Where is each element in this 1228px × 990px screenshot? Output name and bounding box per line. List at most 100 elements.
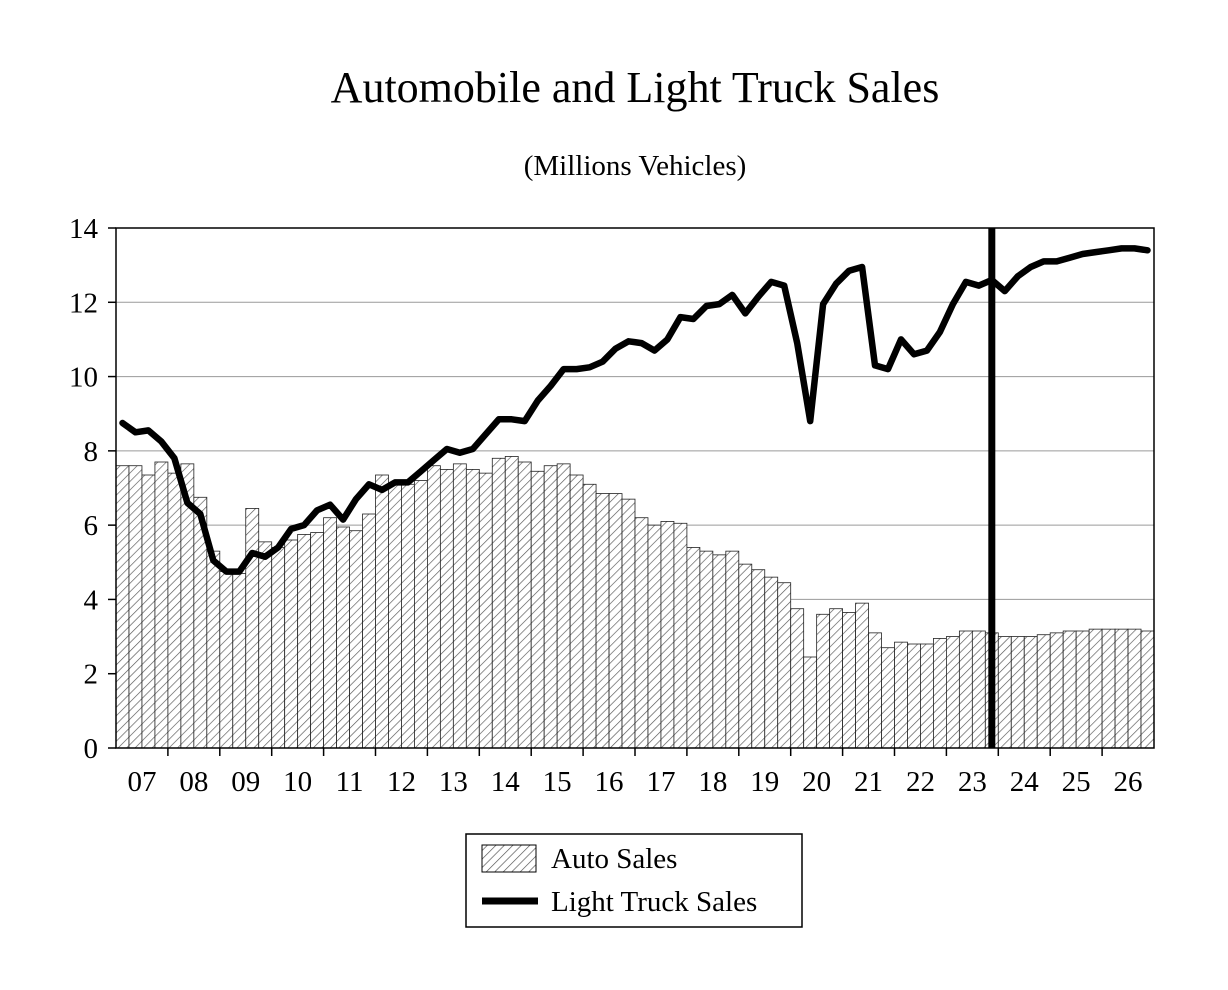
auto-sales-bar bbox=[725, 550, 740, 749]
auto-sales-bar bbox=[465, 469, 480, 749]
y-tick-label: 12 bbox=[69, 287, 98, 319]
auto-sales-bar bbox=[971, 630, 986, 749]
y-tick-label: 14 bbox=[69, 213, 99, 245]
auto-sales-bar bbox=[297, 534, 312, 749]
x-tick-label: 26 bbox=[1114, 766, 1143, 798]
light-truck-line-layer bbox=[119, 245, 1151, 575]
auto-sales-bar bbox=[219, 571, 234, 749]
x-tick-label: 13 bbox=[439, 766, 468, 798]
auto-sales-bar bbox=[907, 643, 921, 749]
auto-sales-bar bbox=[582, 483, 597, 749]
auto-sales-bar bbox=[712, 554, 727, 749]
legend-label-auto-sales: Auto Sales bbox=[551, 843, 677, 875]
auto-sales-bar bbox=[946, 636, 960, 749]
auto-sales-bars bbox=[115, 456, 1155, 749]
x-tick-label: 25 bbox=[1062, 766, 1091, 798]
legend-label-light-truck-sales: Light Truck Sales bbox=[551, 886, 757, 918]
y-axis: 0 2 4 6 8 10 12 14 bbox=[69, 213, 116, 765]
auto-sales-bar bbox=[388, 483, 402, 749]
auto-sales-bar bbox=[647, 524, 662, 749]
y-tick-label: 6 bbox=[84, 510, 99, 542]
y-tick-label: 4 bbox=[84, 584, 99, 616]
auto-sales-bar bbox=[816, 613, 831, 749]
auto-sales-bar bbox=[439, 469, 454, 749]
auto-sales-bar bbox=[426, 465, 441, 749]
x-tick-label: 10 bbox=[283, 766, 312, 798]
auto-sales-bar bbox=[530, 470, 545, 749]
auto-sales-bar bbox=[504, 456, 519, 749]
auto-sales-bar bbox=[608, 493, 623, 749]
auto-sales-bar bbox=[349, 530, 363, 749]
auto-sales-bar bbox=[764, 576, 779, 749]
x-tick-label: 12 bbox=[387, 766, 416, 798]
auto-sales-bar bbox=[401, 483, 415, 749]
auto-sales-bar bbox=[1127, 628, 1142, 749]
auto-sales-bar bbox=[1036, 634, 1051, 749]
auto-sales-bar bbox=[673, 522, 688, 749]
auto-sales-bar bbox=[478, 472, 493, 749]
auto-sales-bar bbox=[803, 656, 818, 749]
auto-sales-bar bbox=[1088, 628, 1103, 749]
auto-sales-bar bbox=[829, 608, 844, 749]
auto-sales-bar bbox=[1075, 630, 1090, 749]
auto-sales-bar bbox=[920, 643, 934, 749]
auto-sales-bar bbox=[738, 563, 753, 749]
chart-subtitle: (Millions Vehicles) bbox=[524, 150, 747, 182]
x-tick-label: 20 bbox=[802, 766, 831, 798]
auto-sales-bar bbox=[336, 526, 350, 749]
auto-sales-bar bbox=[777, 582, 792, 749]
auto-sales-bar bbox=[1062, 630, 1077, 749]
auto-sales-bar bbox=[997, 636, 1012, 749]
auto-sales-bar bbox=[881, 647, 895, 749]
auto-sales-bar bbox=[154, 461, 169, 749]
x-tick-label: 18 bbox=[698, 766, 727, 798]
x-tick-label: 14 bbox=[491, 766, 521, 798]
auto-sales-bar bbox=[855, 602, 869, 749]
auto-sales-bar bbox=[686, 547, 701, 749]
auto-sales-bar bbox=[141, 474, 156, 749]
auto-sales-bar bbox=[958, 630, 973, 749]
chart-title: Automobile and Light Truck Sales bbox=[331, 63, 940, 112]
auto-sales-bar bbox=[790, 608, 805, 749]
auto-sales-bar bbox=[167, 472, 182, 749]
x-tick-label: 11 bbox=[336, 766, 364, 798]
auto-sales-bar bbox=[362, 513, 376, 749]
x-tick-label: 08 bbox=[179, 766, 208, 798]
auto-sales-bar bbox=[271, 547, 286, 749]
auto-sales-bar bbox=[414, 480, 428, 749]
auto-sales-bar bbox=[1049, 632, 1064, 749]
auto-sales-bar bbox=[1101, 628, 1116, 749]
auto-sales-bar bbox=[543, 465, 558, 749]
y-tick-label: 8 bbox=[84, 436, 99, 468]
auto-sales-bar bbox=[621, 498, 636, 749]
auto-sales-bar bbox=[452, 463, 467, 749]
auto-sales-bar bbox=[1023, 636, 1038, 749]
auto-sales-bar bbox=[556, 463, 571, 749]
auto-sales-bar bbox=[232, 573, 247, 749]
y-tick-label: 0 bbox=[84, 733, 99, 765]
auto-sales-bar bbox=[1010, 636, 1025, 749]
auto-sales-bar bbox=[284, 539, 299, 749]
auto-sales-bar bbox=[245, 508, 260, 749]
x-tick-label: 24 bbox=[1010, 766, 1040, 798]
auto-sales-bar bbox=[115, 465, 130, 749]
auto-sales-bar bbox=[206, 550, 221, 749]
legend: Auto Sales Light Truck Sales bbox=[465, 833, 803, 928]
auto-sales-bar bbox=[569, 474, 584, 749]
x-tick-label: 17 bbox=[646, 766, 675, 798]
auto-sales-bar bbox=[375, 474, 389, 749]
y-tick-label: 10 bbox=[69, 362, 98, 394]
auto-sales-bar bbox=[595, 493, 610, 749]
x-tick-label: 16 bbox=[595, 766, 624, 798]
auto-sales-bar bbox=[660, 521, 675, 749]
x-tick-label: 15 bbox=[543, 766, 572, 798]
auto-sales-bar bbox=[868, 632, 882, 749]
x-tick-label: 09 bbox=[231, 766, 260, 798]
auto-sales-bar bbox=[842, 612, 856, 749]
x-tick-label: 07 bbox=[127, 766, 156, 798]
auto-sales-bar bbox=[933, 638, 947, 749]
x-tick-label: 19 bbox=[750, 766, 779, 798]
auto-sales-bar bbox=[517, 461, 532, 749]
y-tick-label: 2 bbox=[84, 659, 99, 691]
